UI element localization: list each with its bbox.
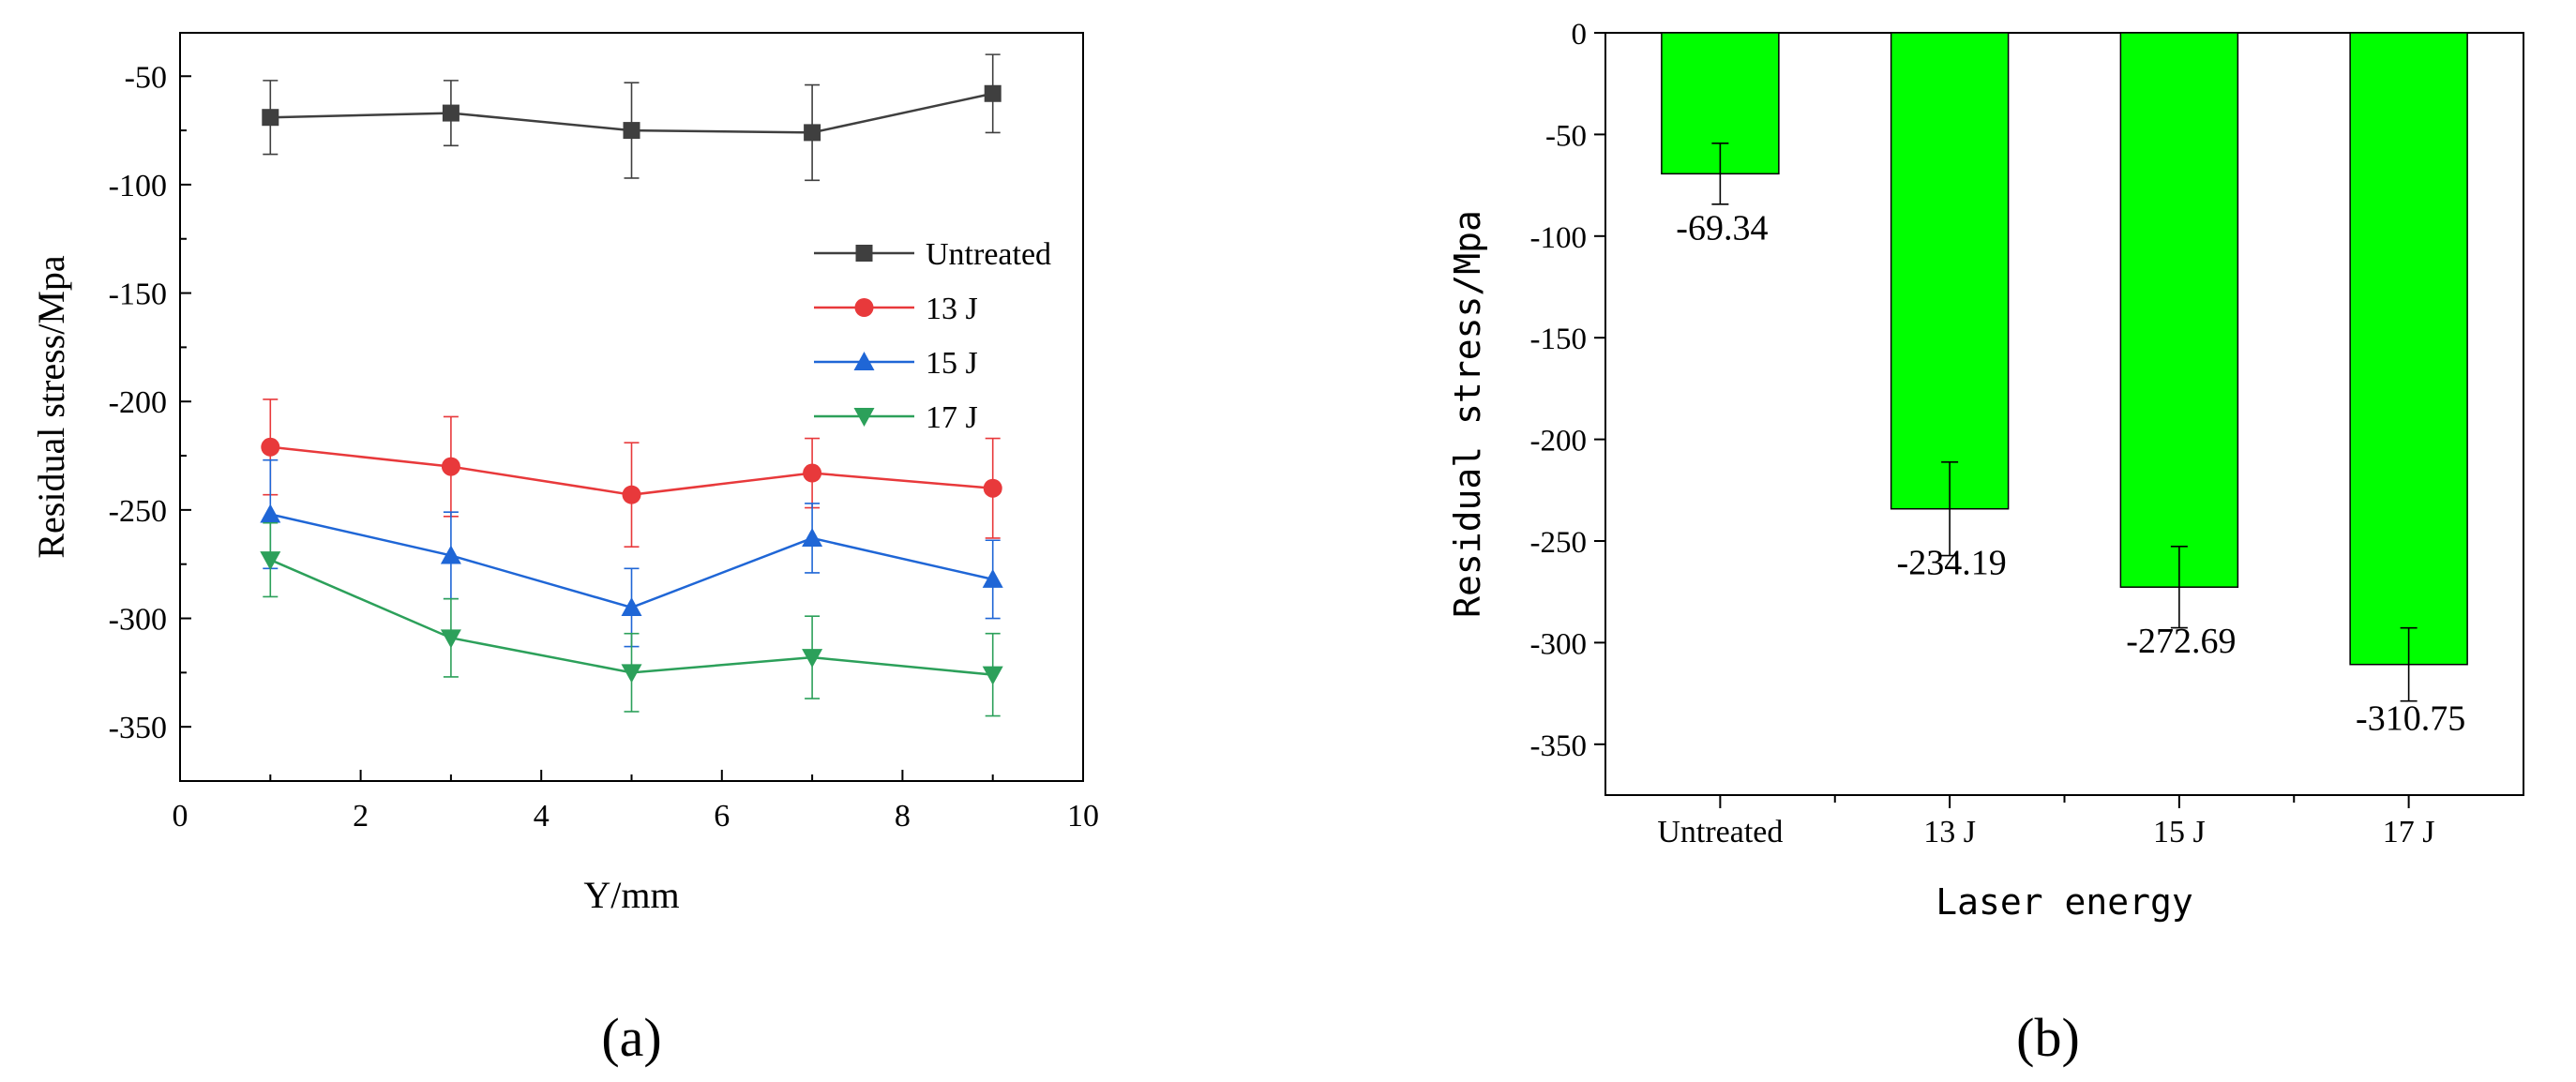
data-point (982, 666, 1003, 685)
data-point (802, 527, 823, 547)
data-point (804, 124, 821, 142)
data-point (984, 84, 1002, 102)
x-tick-label-untreated: Untreated (1657, 815, 1783, 849)
y-tick-label: -200 (109, 385, 167, 420)
x-tick-label: 6 (714, 799, 730, 834)
y-tick-label: -250 (1530, 526, 1588, 560)
legend-label-13-j: 13 J (926, 292, 978, 326)
data-point (260, 503, 281, 523)
data-point (440, 545, 461, 564)
series-17-j (260, 521, 1003, 717)
legend-marker-untreated (855, 245, 873, 262)
data-point (803, 463, 822, 483)
data-point (621, 664, 642, 684)
x-tick-label: 2 (353, 799, 369, 834)
x-axis-label: Laser energy (1936, 881, 2193, 923)
data-point (982, 568, 1003, 588)
data-label-15-j: -272.69 (2126, 622, 2236, 661)
data-point (260, 551, 281, 571)
y-tick-label: 0 (1572, 18, 1588, 52)
data-label-untreated: -69.34 (1676, 208, 1768, 248)
data-point (262, 109, 279, 127)
x-tick-label-13-j: 13 J (1923, 815, 1976, 849)
y-tick-label: -350 (109, 711, 167, 745)
y-tick-label: -300 (1530, 627, 1588, 661)
y-tick-label: -300 (109, 603, 167, 638)
chart-b: 0 -50 -100 -150 -200 -250 -300 -350 -69.34 Untrea… (1447, 18, 2524, 1068)
y-tick-label: -50 (1545, 119, 1587, 153)
data-point (983, 478, 1002, 498)
x-tick-label: 10 (1067, 799, 1099, 834)
data-point (802, 649, 823, 669)
data-point (623, 122, 640, 140)
bar-15-j (2119, 32, 2239, 588)
data-point (622, 485, 641, 504)
y-tick-label: -150 (1530, 323, 1588, 356)
bar-17-j (2349, 32, 2468, 666)
chart-a: 0 2 4 6 8 10 -50 -100 -150 -200 -250 -300 -350 Y/mm Re… (30, 32, 1099, 1068)
data-point (440, 629, 461, 649)
x-tick-label: 4 (534, 799, 550, 834)
x-tick-label-17-j: 17 J (2383, 815, 2435, 849)
y-tick-label: -350 (1530, 729, 1588, 763)
y-tick-label: -50 (125, 60, 167, 95)
data-point (621, 596, 642, 616)
y-tick-label: -200 (1530, 425, 1588, 458)
data-label-13-j: -234.19 (1897, 544, 2007, 583)
panel-label-b: (b) (2016, 1007, 2080, 1068)
legend-label-untreated: Untreated (926, 237, 1051, 272)
legend-marker-15-j (853, 352, 875, 370)
data-point (261, 437, 280, 457)
legend-marker-17-j (853, 408, 875, 427)
y-tick-label: -100 (109, 169, 167, 203)
x-tick-label-15-j: 15 J (2153, 815, 2206, 849)
y-tick-label: -100 (1530, 221, 1588, 255)
legend-label-17-j: 17 J (926, 400, 978, 435)
legend-marker-13-j (854, 298, 874, 317)
series-untreated (262, 53, 1002, 182)
y-axis-label: Residual stress/Mpa (1447, 210, 1488, 618)
series-13-j (261, 398, 1002, 548)
data-label-17-j: -310.75 (2356, 699, 2465, 739)
bar-13-j (1890, 32, 2010, 510)
x-tick-label: 8 (895, 799, 911, 834)
x-tick-label: 0 (173, 799, 188, 834)
data-point (441, 457, 460, 476)
y-tick-label: -150 (109, 278, 167, 312)
y-tick-label: -250 (109, 494, 167, 529)
x-axis-label: Y/mm (583, 874, 679, 916)
data-point (442, 104, 459, 122)
y-axis-label: Residual stress/Mpa (30, 255, 72, 559)
panel-label-a: (a) (601, 1007, 661, 1068)
legend-label-15-j: 15 J (926, 346, 978, 381)
